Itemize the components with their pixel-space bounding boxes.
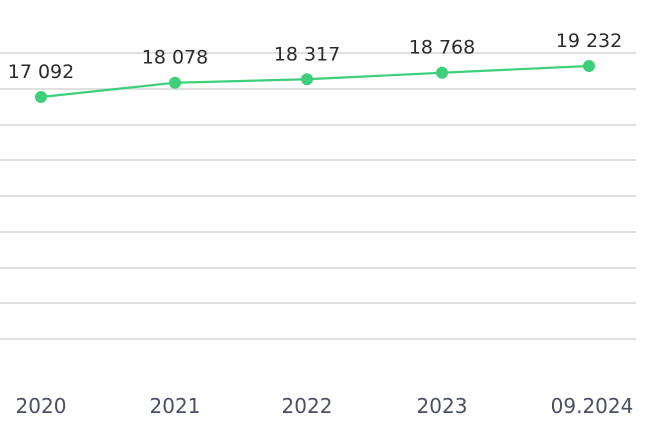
data-point-09.2024 xyxy=(583,60,595,72)
data-labels: 17 092 18 078 18 317 18 768 19 232 xyxy=(8,30,622,83)
data-point-2022 xyxy=(301,73,313,86)
data-label-09.2024: 19 232 xyxy=(556,30,622,52)
data-label-2021: 18 078 xyxy=(142,47,208,69)
x-axis-ticks: 2020 2021 2022 2023 09.2024 xyxy=(16,394,634,418)
x-tick-2020: 2020 xyxy=(16,394,67,418)
data-point-2021 xyxy=(169,76,181,89)
data-point-2023 xyxy=(436,66,448,79)
x-tick-2022: 2022 xyxy=(282,394,333,418)
data-label-2023: 18 768 xyxy=(409,37,475,59)
gridlines xyxy=(0,52,636,340)
data-label-2022: 18 317 xyxy=(274,43,340,65)
x-tick-09.2024: 09.2024 xyxy=(551,394,634,418)
series-line xyxy=(40,64,590,99)
x-tick-2023: 2023 xyxy=(417,394,468,418)
data-label-2020: 17 092 xyxy=(8,61,74,83)
series-group xyxy=(35,60,595,103)
x-tick-2021: 2021 xyxy=(150,394,201,418)
data-point-2020 xyxy=(35,91,47,103)
